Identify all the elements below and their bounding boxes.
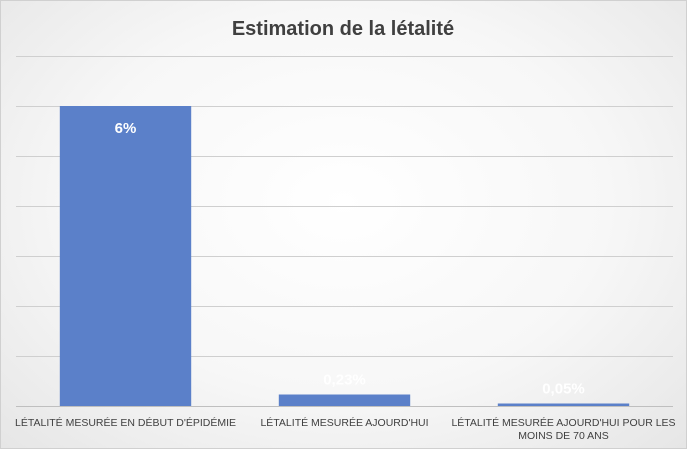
- category-label: LÉTALITÉ MESURÉE EN DÉBUT D'ÉPIDÉMIE: [15, 416, 236, 429]
- bar: [278, 394, 411, 406]
- bars: [59, 106, 630, 406]
- chart-title: Estimation de la létalité: [232, 18, 454, 40]
- category-label: LÉTALITÉ MESURÉE AJOURD'HUI: [260, 416, 428, 429]
- bar: [59, 106, 192, 406]
- data-label: 0,23%: [323, 372, 366, 389]
- data-label: 6%: [115, 120, 137, 137]
- data-labels: 6% 0,23% 0,05%: [115, 120, 585, 398]
- category-label: LÉTALITÉ MESURÉE AJOURD'HUI POUR LES: [451, 416, 675, 429]
- category-label: MOINS DE 70 ANS: [518, 430, 608, 442]
- data-label: 0,05%: [542, 381, 585, 398]
- category-labels: LÉTALITÉ MESURÉE EN DÉBUT D'ÉPIDÉMIE LÉTA…: [15, 416, 676, 442]
- bar: [497, 403, 630, 406]
